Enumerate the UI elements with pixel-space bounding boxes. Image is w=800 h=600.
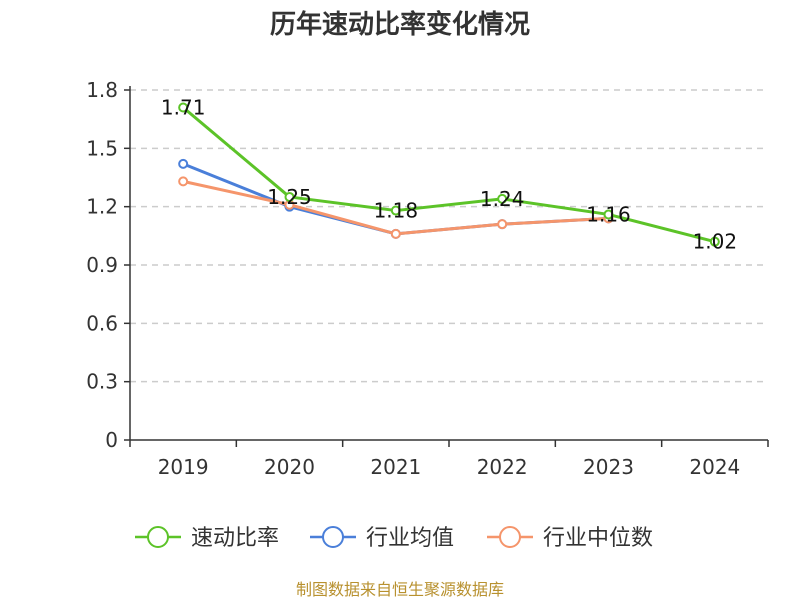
data-point [178,158,189,169]
data-point [603,209,614,220]
x-tick-label: 2024 [689,455,740,479]
y-tick-label: 0.9 [86,253,118,277]
data-point [497,219,508,230]
data-label: 1.16 [586,202,631,226]
x-tick-label: 2023 [583,455,634,479]
data-point [390,228,401,239]
data-label: 1.18 [374,199,419,223]
x-tick-label: 2021 [370,455,421,479]
legend-marker [322,526,344,548]
data-label: 1.24 [480,187,525,211]
chart-title: 历年速动比率变化情况 [270,9,530,40]
x-tick-label: 2022 [477,455,528,479]
x-tick-label: 2019 [158,455,209,479]
data-point [178,102,189,113]
data-point [284,191,295,202]
legend-label: 速动比率 [191,526,279,551]
y-tick-label: 1.8 [86,78,118,102]
legend-marker [499,526,521,548]
y-tick-label: 1.5 [86,136,118,160]
y-tick-label: 1.2 [86,195,118,219]
legend-item-1: 速动比率 [135,526,279,551]
data-point [390,205,401,216]
legend-item-2: 行业均值 [310,526,454,551]
data-point [178,176,189,187]
data-point [709,236,720,247]
data-labels: 1.71 1.25 1.18 1.24 1.16 1.02 [161,96,737,254]
legend-label: 行业均值 [366,526,454,551]
y-tick-label: 0.3 [86,370,118,394]
y-tick-label: 0 [105,428,118,452]
legend: 速动比率 行业均值 行业中位数 [135,526,653,551]
data-label: 1.25 [267,185,312,209]
series-line-1 [182,106,716,244]
legend-label: 行业中位数 [543,526,653,551]
data-point [497,193,508,204]
data-label: 1.02 [693,230,738,254]
grid-lines [130,89,768,383]
y-tick-label: 0.6 [86,311,118,335]
series-group [178,102,720,247]
data-source-note: 制图数据来自恒生聚源数据库 [296,580,504,599]
axes: 0 0.3 0.6 0.9 1.2 1.5 1.8 2019 2020 2021 2022 2023 2… [86,78,769,479]
legend-item-3: 行业中位数 [487,526,653,551]
x-tick-label: 2020 [264,455,315,479]
data-label: 1.71 [161,96,206,120]
legend-marker [147,526,169,548]
